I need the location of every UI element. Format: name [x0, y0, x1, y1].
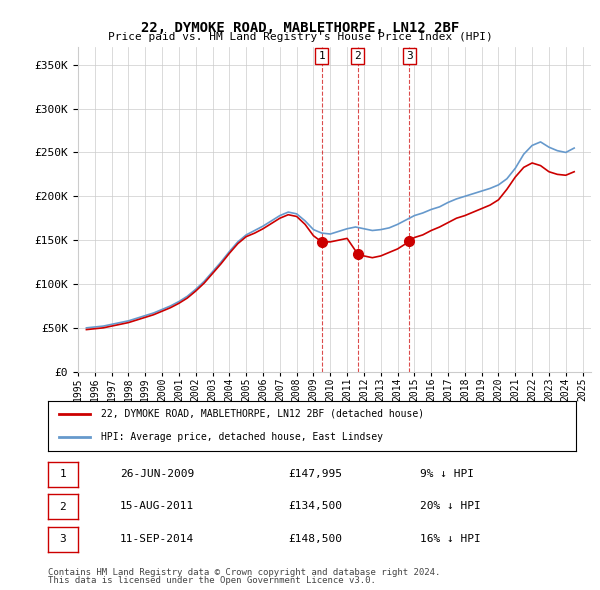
- Text: 22, DYMOKE ROAD, MABLETHORPE, LN12 2BF (detached house): 22, DYMOKE ROAD, MABLETHORPE, LN12 2BF (…: [101, 409, 424, 419]
- Text: 2: 2: [354, 51, 361, 61]
- Text: 22, DYMOKE ROAD, MABLETHORPE, LN12 2BF: 22, DYMOKE ROAD, MABLETHORPE, LN12 2BF: [141, 21, 459, 35]
- Text: 11-SEP-2014: 11-SEP-2014: [120, 534, 194, 543]
- Text: This data is licensed under the Open Government Licence v3.0.: This data is licensed under the Open Gov…: [48, 576, 376, 585]
- Text: 3: 3: [59, 535, 67, 544]
- Text: HPI: Average price, detached house, East Lindsey: HPI: Average price, detached house, East…: [101, 432, 383, 442]
- Text: 15-AUG-2011: 15-AUG-2011: [120, 502, 194, 511]
- Text: 26-JUN-2009: 26-JUN-2009: [120, 469, 194, 478]
- Text: £134,500: £134,500: [288, 502, 342, 511]
- Text: 9% ↓ HPI: 9% ↓ HPI: [420, 469, 474, 478]
- Text: 1: 1: [319, 51, 325, 61]
- Text: 3: 3: [406, 51, 413, 61]
- Text: 2: 2: [59, 502, 67, 512]
- Text: Price paid vs. HM Land Registry's House Price Index (HPI): Price paid vs. HM Land Registry's House …: [107, 32, 493, 42]
- Text: 16% ↓ HPI: 16% ↓ HPI: [420, 534, 481, 543]
- Text: Contains HM Land Registry data © Crown copyright and database right 2024.: Contains HM Land Registry data © Crown c…: [48, 568, 440, 577]
- Text: £148,500: £148,500: [288, 534, 342, 543]
- Text: £147,995: £147,995: [288, 469, 342, 478]
- Text: 20% ↓ HPI: 20% ↓ HPI: [420, 502, 481, 511]
- Text: 1: 1: [59, 470, 67, 479]
